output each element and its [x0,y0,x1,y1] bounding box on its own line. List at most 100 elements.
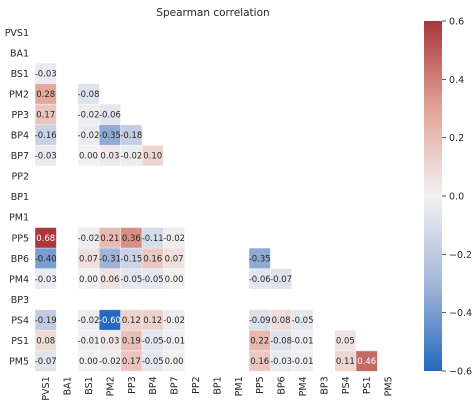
cell-value-label: -0.03 [35,152,57,162]
cell-value-label: -0.15 [120,254,142,264]
column-label-PP3: PP3 [127,376,138,394]
cell-value-label: -0.09 [249,316,271,326]
heatmap-cell-PS4-PP3 [120,309,142,331]
heatmap-cells: -0.030.28 -0.080.17 -0.02 -0.06-0.16 -0.02 -0… [34,21,400,372]
cell-value-label: 0.19 [122,337,141,347]
cell-value-label: -0.07 [270,275,292,285]
cell-value-label: -0.08 [270,337,292,347]
row-label-BP7: BP7 [11,151,29,162]
heatmap-cell-BP4-BS1 [77,124,100,146]
heatmap-cell-PM5-PM4 [291,350,314,372]
cell-value-label: -0.35 [99,131,121,141]
colorbar-gradient [424,21,442,371]
heatmap-cell-BP6-PP3 [120,248,142,269]
cell-value-label: 0.00 [165,275,184,285]
column-label-PM5: PM5 [384,376,395,396]
cell-value-label: 0.00 [79,275,98,285]
heatmap-cell-PP5-PM2 [99,227,121,249]
colorbar-tick-label: 0.4 [449,75,464,86]
cell-value-label: -0.18 [120,131,142,141]
cell-value-label: -0.01 [78,337,100,347]
colorbar-tick-label: −0.2 [449,250,472,261]
heatmap-cell-PM5-BS1 [77,350,100,372]
cell-value-label: -0.02 [78,131,100,141]
cell-value-label: -0.16 [35,131,57,141]
cell-value-label: 0.68 [36,234,55,244]
column-label-PVS1: PVS1 [41,376,52,400]
column-label-PM2: PM2 [105,376,116,396]
cell-value-label: 0.06 [100,275,119,285]
column-label-BP4: BP4 [148,376,159,394]
row-label-BA1: BA1 [10,48,29,59]
heatmap-cell-BP7-PVS1 [35,145,57,166]
row-label-BP6: BP6 [11,254,29,265]
cell-value-label: 0.17 [36,110,55,120]
cell-value-label: 0.07 [79,254,98,264]
colorbar-tick-label: −0.6 [449,367,472,378]
column-label-BP3: BP3 [319,376,330,394]
row-label-BP4: BP4 [11,131,29,142]
row-label-PP5: PP5 [11,233,29,244]
cell-value-label: -0.02 [78,316,100,326]
heatmap-cell-PM5-PS1 [356,350,378,372]
heatmap-cell-PM2-BS1 [77,83,100,105]
row-label-PM1: PM1 [9,213,29,224]
cell-value-label: -0.35 [249,254,271,264]
cell-value-label: 0.10 [143,152,162,162]
cell-value-label: -0.06 [99,110,121,120]
cell-value-label: -0.60 [99,316,121,326]
heatmap-cell-PS1-PP5 [249,330,271,351]
column-label-PP2: PP2 [191,376,202,394]
column-label-BA1: BA1 [63,376,74,395]
column-label-BP7: BP7 [170,376,181,394]
row-labels: PVS1 BA1 BS1 PM2 PP3 BP4 BP7 PP2 BP1 PM1 PP5 BP6 PM4… [5,28,29,368]
cell-value-label: -0.01 [292,337,314,347]
row-label-BP3: BP3 [11,295,29,306]
column-label-PM4: PM4 [298,376,309,396]
cell-value-label: 0.00 [165,357,184,367]
column-label-BP1: BP1 [212,376,223,394]
heatmap-cell-PP3-PVS1 [35,104,57,125]
column-label-PM1: PM1 [234,376,245,396]
row-label-PP3: PP3 [11,110,29,121]
colorbar-tick-label: −0.4 [449,308,472,319]
cell-value-label: 0.36 [122,234,141,244]
cell-value-label: -0.06 [249,275,271,285]
heatmap-cell-PM5-BP4 [142,350,164,372]
heatmap-cell-PM4-BS1 [77,268,100,290]
cell-value-label: -0.01 [292,357,314,367]
cell-value-label: -0.03 [35,69,57,79]
cell-value-label: -0.05 [292,316,314,326]
heatmap-cell-PS4-BP4 [142,309,164,331]
heatmap-cell-BP7-PM2 [99,145,121,166]
heatmap-cell-PP5-BP7 [163,227,185,249]
heatmap-cell-PS1-BP4 [142,330,164,351]
cell-value-label: -0.02 [99,357,121,367]
heatmap-cell-BP7-BS1 [77,145,100,166]
heatmap-cell-PM5-BP7 [163,350,185,372]
cell-value-label: -0.03 [35,275,57,285]
heatmap-cell-BP4-PVS1 [35,124,57,146]
cell-value-label: 0.07 [165,254,184,264]
cell-value-label: -0.07 [35,357,57,367]
heatmap-cell-PS1-PM2 [99,330,121,351]
column-label-BS1: BS1 [84,376,95,394]
cell-value-label: -0.05 [120,275,142,285]
heatmap-cell-PS4-PVS1 [35,309,57,331]
cell-value-label: 0.00 [79,357,98,367]
cell-value-label: -0.02 [163,234,185,244]
heatmap-cell-PS4-BS1 [77,309,100,331]
cell-value-label: 0.28 [36,90,55,100]
heatmap-cell-PS1-PM4 [291,330,314,351]
cell-value-label: -0.19 [35,316,57,326]
heatmap-cell-BS1-PVS1 [35,63,57,84]
chart-title: Spearman correlation [156,7,269,19]
row-label-PVS1: PVS1 [5,28,29,39]
colorbar: 0.6 0.4 0.2 0.0 −0.2 −0.4 −0.6 [424,17,472,378]
row-label-PM2: PM2 [9,89,29,100]
cell-value-label: 0.00 [79,152,98,162]
row-label-PS4: PS4 [11,315,29,326]
heatmap-cell-PP3-BS1 [77,104,100,125]
cell-value-label: 0.08 [36,337,55,347]
